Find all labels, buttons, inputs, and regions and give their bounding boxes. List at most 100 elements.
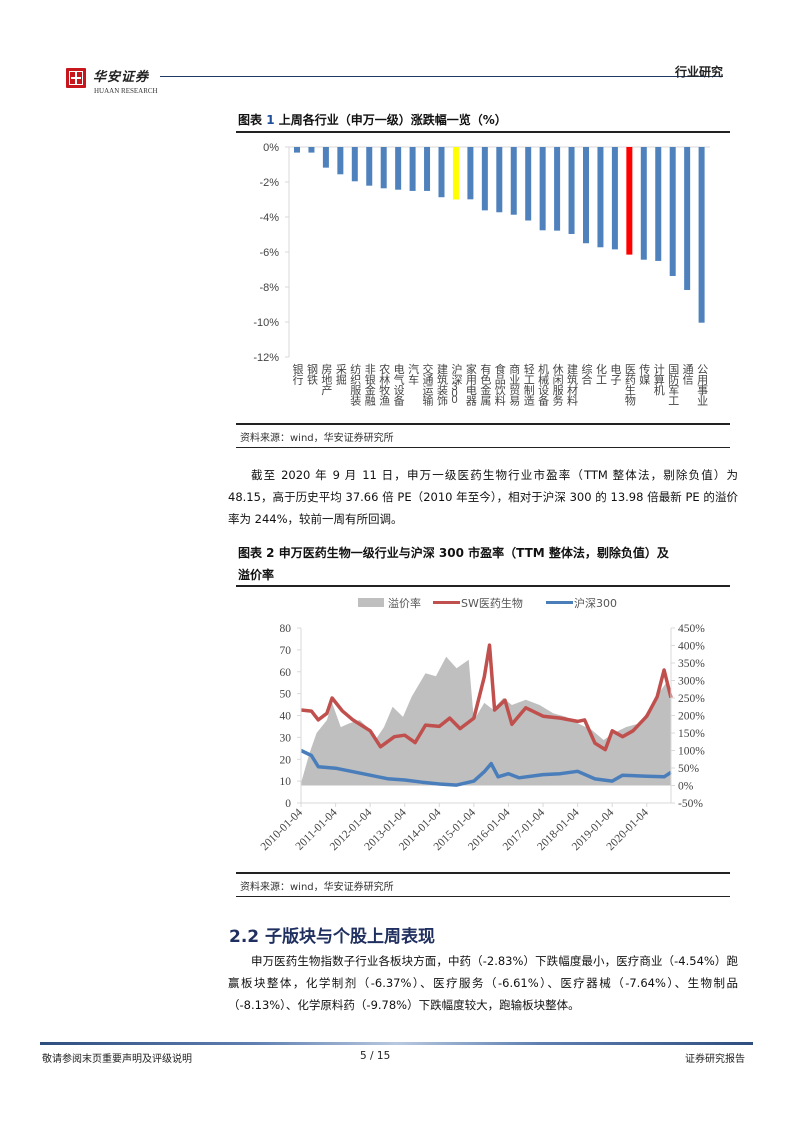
- x-tick-label: 建筑装饰: [437, 362, 448, 408]
- bar: [640, 147, 647, 260]
- bar-chart: 0% -2% -4% -6% -8% -10% -12% 银行钢铁房地产采掘纺织服装非银金融农…: [253, 142, 710, 408]
- figure1-label: 图表: [238, 113, 263, 127]
- bar: [583, 147, 589, 244]
- legend-sw-label: SW医药生物: [461, 596, 523, 610]
- premium-area: [301, 656, 671, 786]
- y-tick-label: -10%: [253, 317, 279, 329]
- x-tick-label: 商业贸易: [509, 362, 520, 408]
- brand-name-en: HUAAN RESEARCH: [94, 87, 158, 95]
- x-tick-label: 交通运输: [423, 362, 434, 408]
- y-tick-label: -6%: [259, 247, 279, 259]
- x-tick-label: 建筑材料: [567, 362, 578, 408]
- y-right-tick-label: 50%: [678, 763, 700, 775]
- section-paragraph: 申万医药生物指数子行业各板块方面，中药（-2.83%）下跌幅度最小，医疗商业（-…: [228, 954, 738, 1012]
- x-tick-label: 医药生物: [625, 364, 636, 408]
- x-tick-label: 综合: [582, 362, 593, 387]
- x-tick-label: 汽车: [408, 362, 419, 387]
- x-tick-label: 机械设备: [538, 362, 549, 408]
- y-right-tick-label: 300%: [678, 676, 705, 688]
- y-left-tick-label: 10: [280, 776, 292, 788]
- bar: [395, 147, 402, 190]
- bar: [337, 147, 344, 175]
- bar: [525, 147, 532, 221]
- y-right-tick-label: 350%: [678, 658, 705, 670]
- footer-divider: [40, 1042, 753, 1045]
- bar: [294, 147, 300, 153]
- bar: [351, 147, 358, 182]
- header-divider: [160, 76, 723, 77]
- bar: [409, 147, 416, 191]
- bar: [467, 147, 474, 200]
- y-right-tick-label: 400%: [678, 641, 705, 653]
- section-heading: 2.2 子版块与个股上周表现: [229, 927, 436, 947]
- y-right-tick-label: 250%: [678, 693, 705, 705]
- x-tick-label: 纺织服装: [350, 362, 361, 408]
- footer-doc-type: 证券研究报告: [685, 1054, 745, 1065]
- x-tick-label: 农林牧渔: [379, 362, 390, 408]
- bar: [510, 147, 517, 215]
- x-tick-label: 食品饮料: [495, 362, 506, 408]
- x-tick-label: 房地产: [321, 363, 332, 397]
- bar: [554, 147, 561, 231]
- figure1-source: 资料来源：wind，华安证券研究所: [240, 433, 394, 444]
- x-tick-label: 国防军工: [668, 363, 679, 408]
- x-tick-label: 银行: [293, 362, 304, 387]
- y-left-tick-label: 30: [280, 732, 292, 744]
- bar: [424, 147, 431, 191]
- bar: [611, 147, 618, 250]
- y-right-tick-label: 0%: [678, 781, 694, 793]
- figure1-title-text: 上周各行业（申万一级）涨跌幅一览（%）: [278, 113, 507, 127]
- figure1-top-rule: [236, 131, 730, 133]
- bar: [655, 147, 662, 261]
- figure2-title: 图表 2 申万医药生物一级行业与沪深 300 市盈率（TTM 整体法，剔除负值）…: [238, 542, 738, 586]
- y-left-tick-label: 80: [280, 623, 292, 635]
- legend-premium-swatch: [358, 598, 384, 607]
- legend-premium-label: 溢价率: [388, 596, 421, 610]
- bar: [322, 147, 329, 168]
- y-right-tick-label: 200%: [678, 711, 705, 723]
- x-tick-label: 休闲服务: [553, 363, 564, 408]
- x-tick-label: 采掘: [336, 363, 347, 387]
- x-tick-label: 钢铁: [307, 363, 318, 387]
- y-right-tick-label: -50%: [678, 798, 703, 810]
- figure2-source: 资料来源：wind，华安证券研究所: [240, 882, 394, 893]
- x-tick-label: 公用事业: [697, 364, 708, 408]
- sw-pharma-line: [300, 643, 673, 752]
- x-tick-label: 家用电器: [466, 362, 477, 408]
- y-tick-label: -12%: [253, 352, 279, 364]
- figure2-source-rule: [236, 896, 730, 897]
- bar: [568, 147, 575, 234]
- bar: [380, 147, 387, 189]
- footer-disclaimer: 敬请参阅末页重要声明及评级说明: [42, 1054, 192, 1065]
- y-right-tick-label: 450%: [678, 623, 705, 635]
- x-tick-label: 沪深 3 0 0: [451, 362, 462, 406]
- x-tick-label: 轻工制造: [524, 362, 535, 408]
- x-tick-label: 计算机: [654, 363, 665, 397]
- bar: [438, 147, 445, 198]
- y-tick-label: -2%: [259, 177, 279, 189]
- section-tag: 行业研究: [674, 65, 723, 79]
- y-tick-label: -4%: [259, 212, 279, 224]
- bar: [366, 147, 373, 186]
- bar: [626, 147, 633, 255]
- x-tick-label: 有色金属: [480, 362, 491, 408]
- brand-name: 华安证券: [93, 70, 150, 85]
- y-left-tick-label: 60: [280, 667, 292, 679]
- hs300-line: [300, 748, 672, 787]
- bar: [539, 147, 546, 231]
- bar: [684, 147, 691, 290]
- x-tick-label: 非银金融: [365, 363, 376, 408]
- body-paragraph: 截至 2020 年 9 月 11 日，申万一级医药生物行业市盈率（TTM 整体法…: [228, 468, 738, 526]
- y-left-tick-label: 20: [280, 754, 292, 766]
- x-tick-label: 化工: [596, 362, 607, 387]
- y-left-tick-label: 40: [280, 711, 292, 723]
- bar: [496, 147, 503, 213]
- bar: [452, 147, 459, 200]
- x-tick-label: 电子: [610, 363, 621, 387]
- figure2-top-rule: [236, 585, 730, 587]
- y-right-tick-label: 150%: [678, 728, 705, 740]
- y-tick-label: 0%: [263, 142, 279, 154]
- figure1-title: 图表 1 上周各行业（申万一级）涨跌幅一览（%）: [238, 111, 507, 128]
- x-tick-label: 通信: [683, 363, 694, 387]
- figure2-title-line2: 溢价率: [238, 568, 275, 582]
